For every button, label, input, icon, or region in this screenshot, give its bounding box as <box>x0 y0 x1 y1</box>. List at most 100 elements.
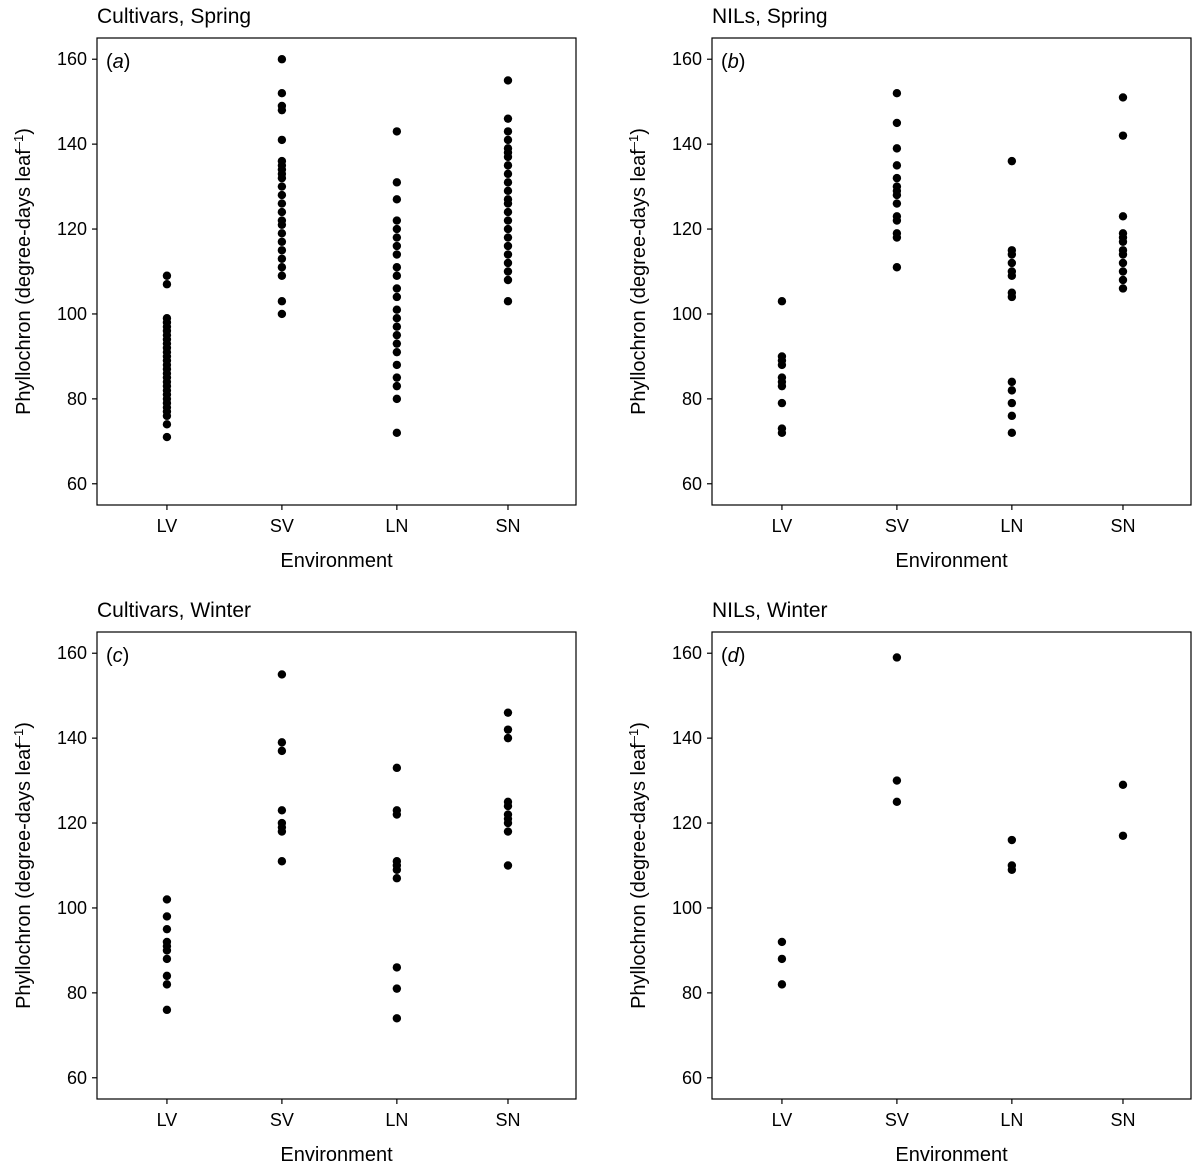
y-tick-label: 120 <box>672 219 702 239</box>
data-point-sn <box>503 275 513 285</box>
data-point-sn <box>503 178 513 187</box>
y-tick-label: 80 <box>682 983 702 1003</box>
data-point-sv <box>892 776 902 785</box>
data-point-sv <box>892 161 902 170</box>
data-point-sn <box>1118 212 1128 221</box>
data-point-sv <box>892 653 902 662</box>
data-point-sv <box>892 263 902 272</box>
data-point-ln <box>392 428 402 438</box>
y-tick-label: 160 <box>57 49 87 69</box>
x-tick-label-lv: LV <box>157 1110 178 1130</box>
data-point-lv <box>777 937 787 947</box>
y-tick-label: 140 <box>672 728 702 748</box>
data-point-ln <box>392 963 402 972</box>
panel-b: NILs, Spring (b) 60 80 100 120 140 160 LV SV LN SN E… <box>626 5 1192 572</box>
data-point-sn <box>503 250 513 259</box>
data-point-lv <box>162 924 172 934</box>
data-point-ln <box>392 250 402 259</box>
data-point-sn <box>503 267 513 276</box>
data-point-lv <box>777 954 787 964</box>
data-point-lv <box>162 280 172 289</box>
data-point-sv <box>277 135 287 145</box>
data-point-sv <box>277 190 287 200</box>
y-tick-label: 80 <box>67 983 87 1003</box>
data-point-ln <box>1007 267 1017 276</box>
y-tick-label: 60 <box>682 1068 702 1088</box>
data-point-sn <box>503 827 513 836</box>
y-tick-label: 160 <box>672 49 702 69</box>
data-point-sv <box>277 738 287 747</box>
x-tick-label-sv: SV <box>885 516 909 536</box>
data-point-sn <box>1118 831 1128 840</box>
data-point-lv <box>162 420 172 429</box>
data-point-sn <box>1118 93 1128 102</box>
data-point-ln <box>1007 428 1017 438</box>
data-point-sn <box>1118 267 1128 276</box>
data-point-ln <box>392 360 402 370</box>
data-point-sn <box>1118 131 1128 140</box>
plot-frame <box>711 631 1192 1100</box>
x-tick-label-ln: LN <box>385 516 408 536</box>
data-point-ln <box>392 322 402 331</box>
panel-label: (d) <box>721 645 745 667</box>
data-point-sn <box>503 241 513 251</box>
panel-label: (c) <box>106 645 129 667</box>
data-point-ln <box>392 984 402 993</box>
data-point-ln <box>392 347 402 357</box>
data-point-ln <box>1007 861 1017 870</box>
data-point-sn <box>503 161 513 170</box>
y-tick-label: 160 <box>672 643 702 663</box>
data-point-sn <box>1118 258 1128 268</box>
y-tick-label: 100 <box>57 898 87 918</box>
data-point-ln <box>1007 288 1017 297</box>
x-tick-label-lv: LV <box>157 516 178 536</box>
data-point-ln <box>392 305 402 314</box>
data-point-sv <box>277 857 287 866</box>
data-point-sn <box>503 810 513 819</box>
data-point-sv <box>277 199 287 208</box>
x-tick-label-lv: LV <box>772 516 793 536</box>
panel-a: Cultivars, Spring (a) 60 80 100 120 140 160 LV SV… <box>11 5 577 572</box>
data-point-sn <box>1118 780 1128 790</box>
data-point-sn <box>503 297 513 306</box>
data-point-sn <box>503 224 513 234</box>
x-tick-label-sv: SV <box>270 1110 294 1130</box>
x-tick-label-sn: SN <box>495 1110 520 1130</box>
y-tick-label: 120 <box>57 813 87 833</box>
data-point-sn <box>503 127 513 136</box>
data-point-lv <box>162 912 172 921</box>
data-point-sn <box>503 708 513 717</box>
data-point-ln <box>392 127 402 136</box>
data-point-sv <box>892 182 902 191</box>
data-point-ln <box>392 263 402 272</box>
data-point-sv <box>277 246 287 255</box>
data-point-sv <box>277 806 287 815</box>
y-tick-label: 80 <box>67 389 87 409</box>
plot-frame <box>96 37 577 506</box>
y-tick-label: 100 <box>672 898 702 918</box>
data-point-sv <box>892 212 902 221</box>
data-point-ln <box>392 373 402 382</box>
y-tick-label: 140 <box>57 134 87 154</box>
y-tick-label: 140 <box>57 728 87 748</box>
data-point-sv <box>892 199 902 208</box>
x-tick-label-sn: SN <box>495 516 520 536</box>
data-point-lv <box>162 937 172 947</box>
data-point-sv <box>277 297 287 306</box>
data-point-sn <box>1118 275 1128 285</box>
x-tick-label-sv: SV <box>270 516 294 536</box>
data-point-lv <box>162 271 172 280</box>
y-tick-label: 60 <box>682 474 702 494</box>
data-point-lv <box>162 895 172 904</box>
data-point-sn <box>503 144 513 153</box>
x-tick-label-ln: LN <box>385 1110 408 1130</box>
data-point-ln <box>392 314 402 323</box>
y-axis-label: Phyllochron (degree-days leaf–1) <box>626 722 651 1009</box>
data-point-lv <box>777 373 787 382</box>
data-point-lv <box>162 980 172 989</box>
data-point-sn <box>1118 229 1128 238</box>
x-tick-label-ln: LN <box>1000 516 1023 536</box>
data-point-sv <box>277 670 287 679</box>
data-point-ln <box>1007 156 1017 166</box>
